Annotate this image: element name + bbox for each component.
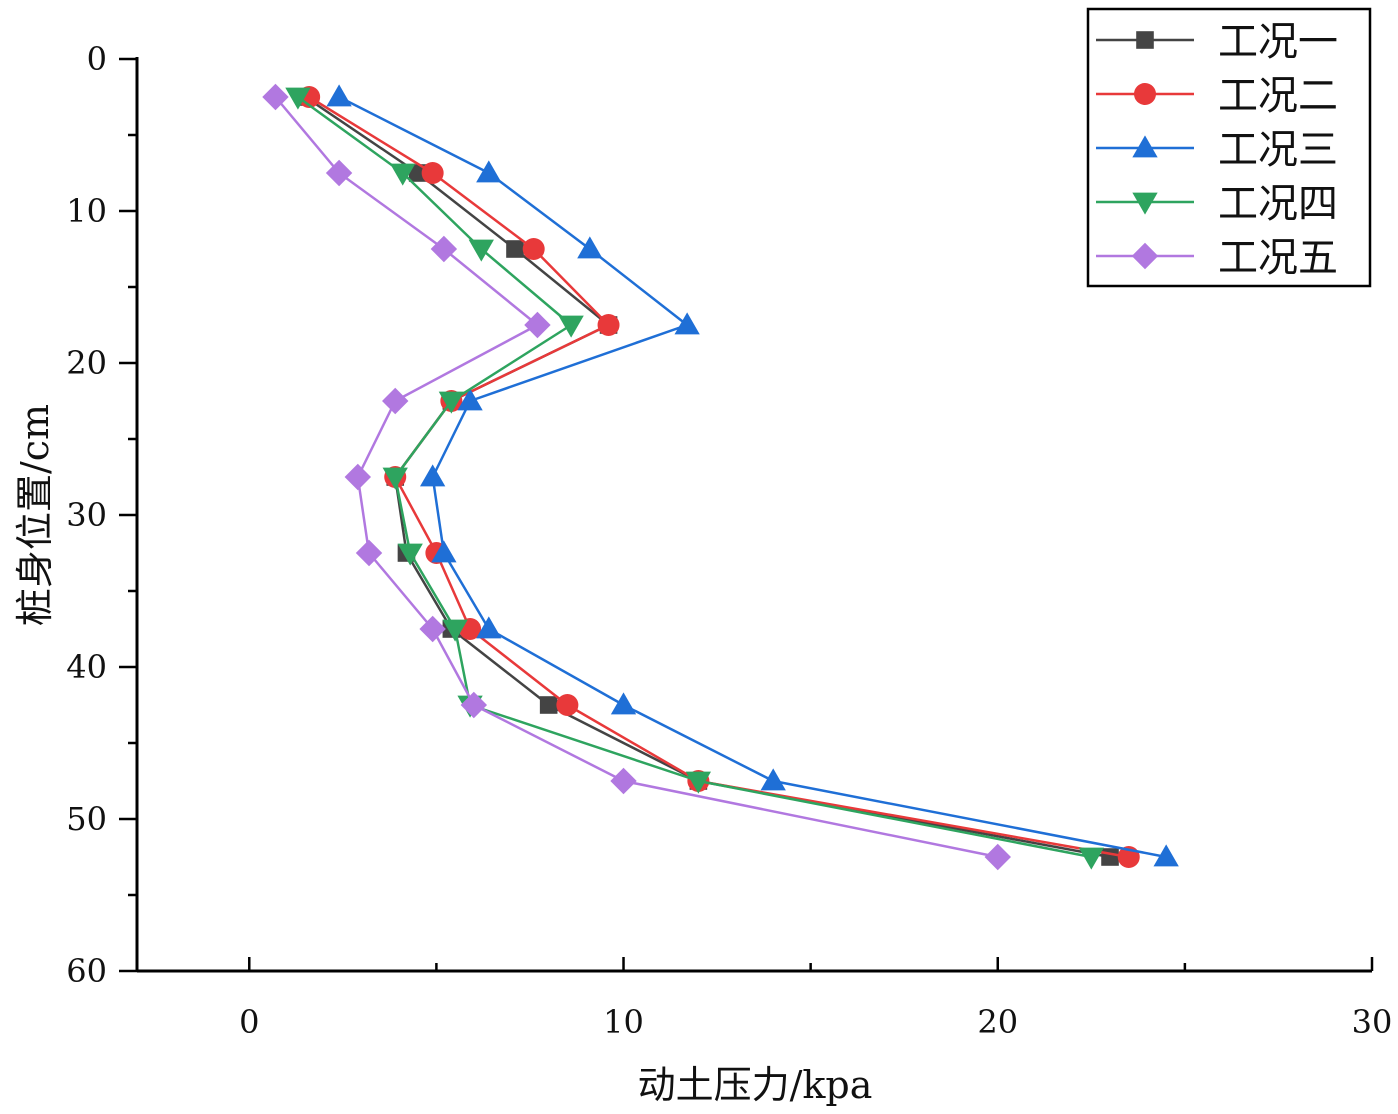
- data-point: [344, 463, 372, 491]
- legend-item: 工况三: [1096, 127, 1338, 173]
- data-point: [355, 539, 383, 567]
- y-tick-label: 20: [66, 344, 107, 382]
- data-point: [420, 464, 446, 487]
- data-point: [382, 467, 408, 490]
- data-point: [468, 239, 494, 262]
- legend-item: 工况五: [1096, 235, 1338, 281]
- x-tick-label: 20: [977, 1003, 1018, 1041]
- data-point: [577, 236, 603, 259]
- data-point: [457, 388, 483, 411]
- data-point: [597, 314, 620, 336]
- legend-label: 工况三: [1218, 127, 1338, 173]
- series-5: [262, 83, 1011, 871]
- data-point: [431, 540, 457, 563]
- legend-marker: [1136, 31, 1154, 49]
- data-point: [522, 238, 545, 260]
- data-point: [760, 768, 786, 791]
- data-point: [382, 387, 409, 415]
- data-point: [476, 616, 502, 639]
- y-tick-label: 40: [66, 648, 107, 686]
- data-point: [285, 87, 311, 110]
- data-point: [610, 767, 637, 795]
- data-point: [408, 164, 427, 182]
- data-point: [1153, 844, 1179, 867]
- data-point: [460, 691, 488, 719]
- data-point: [397, 543, 423, 566]
- legend-label: 工况二: [1218, 73, 1338, 119]
- data-point: [442, 619, 468, 642]
- series-layer: [262, 83, 1179, 871]
- legend-item: 工况四: [1096, 181, 1338, 227]
- y-tick-label: 60: [66, 952, 107, 990]
- y-tick-label: 10: [66, 192, 107, 230]
- data-point: [539, 696, 558, 714]
- data-point: [556, 694, 579, 716]
- data-point: [326, 84, 352, 107]
- data-point: [506, 240, 524, 258]
- data-point: [1101, 848, 1119, 866]
- data-point: [674, 312, 700, 335]
- data-point: [390, 163, 416, 186]
- series-4: [285, 87, 1104, 870]
- legend-label: 工况四: [1218, 181, 1338, 227]
- x-tick-label: 0: [239, 1003, 259, 1041]
- x-tick-label: 30: [1352, 1003, 1393, 1041]
- data-point: [984, 843, 1011, 871]
- data-point: [438, 391, 465, 414]
- data-point: [262, 83, 289, 111]
- data-point: [1078, 847, 1104, 870]
- series-2: [298, 86, 1140, 868]
- y-tick-label: 30: [66, 496, 107, 534]
- y-tick-label: 0: [87, 40, 107, 78]
- data-point: [476, 160, 502, 183]
- y-axis-title: 桩身位置/cm: [13, 404, 57, 626]
- legend-item: 工况二: [1096, 73, 1338, 119]
- series-line: [274, 96, 999, 859]
- data-point: [421, 162, 444, 184]
- legend-marker: [1134, 83, 1156, 105]
- data-point: [524, 311, 551, 339]
- series-3: [326, 84, 1179, 867]
- series-line: [338, 95, 1167, 859]
- y-tick-label: 50: [66, 800, 107, 838]
- series-1: [296, 88, 1119, 866]
- data-point: [558, 315, 584, 338]
- series-line: [297, 95, 1092, 859]
- data-point: [430, 235, 458, 263]
- x-axis-title: 动土压力/kpa: [638, 1063, 873, 1107]
- legend-marker: [1132, 135, 1158, 158]
- data-point: [685, 771, 712, 794]
- axes: 0 10 20 30 0 10 20 30 40 50 60: [66, 40, 1392, 1041]
- legend-marker: [1132, 192, 1158, 215]
- x-tick-label: 10: [603, 1003, 644, 1041]
- legend-label: 工况一: [1218, 19, 1338, 65]
- data-point: [325, 159, 353, 187]
- legend-item: 工况一: [1096, 19, 1338, 65]
- data-point: [610, 692, 637, 715]
- legend-label: 工况五: [1218, 235, 1338, 281]
- data-point: [419, 615, 446, 643]
- legend-marker: [1131, 242, 1159, 270]
